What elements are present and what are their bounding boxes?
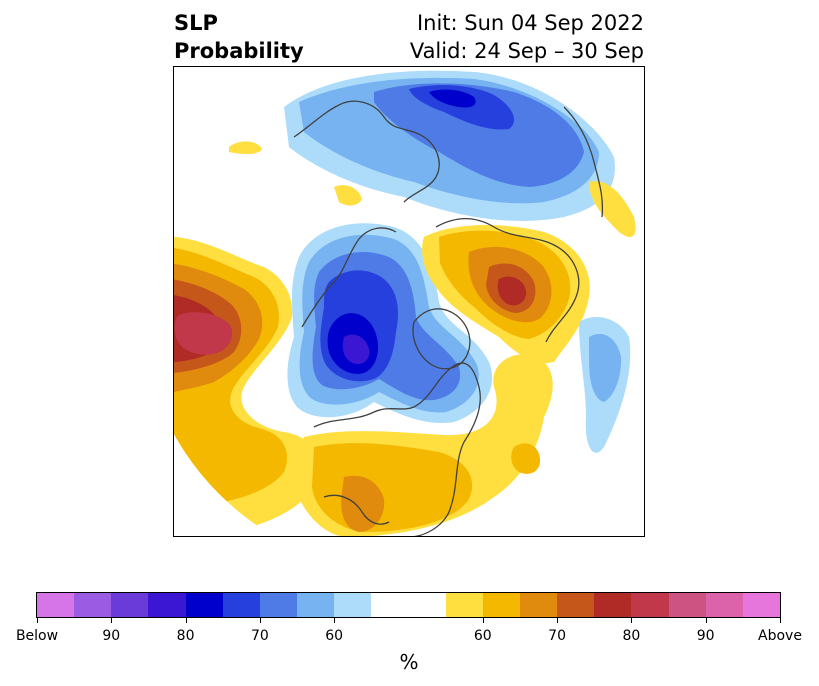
title-product: Probability: [174, 39, 304, 63]
map-panel: [173, 66, 645, 537]
colorbar-segment: [148, 593, 186, 617]
below-field-east-pacific-65: [589, 333, 622, 402]
coastlines: [293, 100, 604, 536]
below-field-pacific-85: [342, 334, 370, 365]
colorbar-tick-mark: [334, 618, 336, 623]
probability-fields: [174, 70, 636, 536]
colorbar-tick-mark: [557, 618, 559, 623]
colorbar-tick-mark: [780, 618, 781, 623]
colorbar-segment: [557, 593, 595, 617]
colorbar-segment: [74, 593, 112, 617]
coastline-alaska: [301, 227, 397, 328]
colorbar-tick-mark: [705, 618, 707, 623]
colorbar-tick-label: 70: [250, 628, 269, 644]
colorbar-segment: [222, 593, 260, 617]
colorbar-tick-mark: [185, 618, 187, 623]
colorbar-tick-mark: [111, 618, 113, 623]
colorbar-tick-mark: [482, 618, 484, 623]
colorbar-segment: [185, 593, 223, 617]
colorbar-segment: [297, 593, 335, 617]
above-field-iceland-small: [334, 185, 362, 206]
above-field-pacific-80: [174, 312, 233, 355]
colorbar: [36, 592, 781, 618]
colorbar-tick-label: 60: [473, 628, 492, 644]
colorbar-tick-label: 80: [622, 628, 641, 644]
above-field-east-asia: [589, 181, 636, 237]
colorbar-tick-label: Below: [15, 628, 59, 644]
colorbar-segment: [631, 593, 669, 617]
colorbar-segment: [259, 593, 298, 617]
colorbar-segment: [742, 593, 781, 617]
colorbar-segment: [705, 593, 743, 617]
colorbar-tick-label: Above: [758, 628, 802, 644]
title-left: SLP Probability: [174, 9, 304, 65]
colorbar-tick-mark: [631, 618, 633, 623]
title-init: Init: Sun 04 Sep 2022: [416, 11, 644, 35]
colorbar-tick-label: 80: [176, 628, 195, 644]
coastline-north-america: [313, 362, 481, 536]
colorbar-tick-label: 90: [102, 628, 121, 644]
above-field-atlantic-blob: [511, 443, 541, 474]
coastline-east-asia: [563, 106, 604, 218]
colorbar-tick-label: 60: [325, 628, 344, 644]
colorbar-segment: [520, 593, 558, 617]
colorbar-segment: [371, 593, 446, 617]
below-field-europe-80: [429, 89, 476, 108]
above-field-greenland-small: [229, 141, 262, 154]
colorbar-tick-label: 70: [548, 628, 567, 644]
colorbar-segment: [594, 593, 632, 617]
colorbar-tick-mark: [259, 618, 261, 623]
colorbar-segment: [111, 593, 149, 617]
coastline-asia: [435, 218, 580, 343]
colorbar-segment: [668, 593, 706, 617]
colorbar-segment: [334, 593, 372, 617]
coastline-greenland: [412, 308, 471, 370]
colorbar-segment: [445, 593, 483, 617]
above-field-america-65: [341, 475, 385, 532]
below-field-europe-70: [374, 83, 584, 187]
colorbar-segment: [37, 593, 75, 617]
coastline-gulf: [323, 494, 390, 525]
colorbar-tick-label: 90: [696, 628, 715, 644]
above-field-asia-75: [497, 276, 527, 306]
coastline-europe: [293, 100, 440, 203]
probability-map: [174, 70, 636, 536]
colorbar-segment: [482, 593, 521, 617]
colorbar-tick-mark: [37, 618, 38, 623]
title-variable: SLP: [174, 11, 218, 35]
title-valid: Valid: 24 Sep – 30 Sep: [409, 39, 644, 63]
title-right: Init: Sun 04 Sep 2022 Valid: 24 Sep – 30…: [410, 9, 644, 65]
colorbar-unit-label: %: [399, 650, 419, 674]
